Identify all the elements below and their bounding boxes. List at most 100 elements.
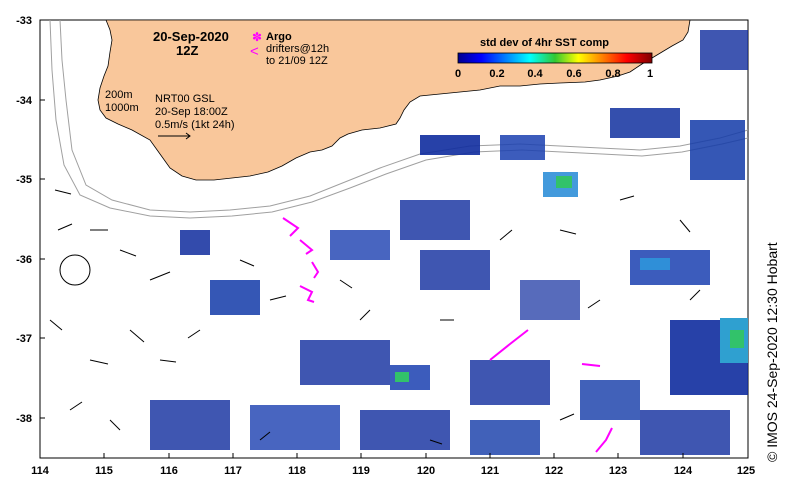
current-arrow	[159, 359, 177, 363]
x-tick-label: 117	[224, 465, 242, 477]
time-title: 12Z	[176, 43, 198, 58]
y-tick-label: -36	[16, 254, 32, 266]
current-vectors	[49, 189, 701, 445]
x-tick-label: 116	[160, 465, 178, 477]
isobath-1000m	[49, 19, 749, 219]
sst-patch	[330, 230, 390, 260]
current-arrow	[49, 319, 63, 331]
x-tick-label: 121	[481, 465, 499, 477]
current-arrow	[619, 195, 635, 201]
sst-patch	[730, 330, 744, 348]
current-arrow	[59, 254, 91, 286]
sst-data-patches	[150, 30, 748, 455]
y-tick-label: -37	[16, 333, 32, 345]
colorbar-tick: 0.6	[566, 68, 581, 80]
drifter-track	[299, 285, 315, 303]
sst-patch	[580, 380, 640, 420]
colorbar-ticks: 0 0.2 0.4 0.6 0.8 1	[455, 68, 653, 80]
sst-patch	[300, 340, 390, 385]
current-arrow	[559, 413, 575, 421]
sst-patch	[640, 410, 730, 455]
drifter-track	[581, 363, 601, 367]
drifter-track	[282, 217, 300, 237]
y-axis: -33 -34 -35 -36 -37 -38	[16, 15, 33, 425]
date-title: 20-Sep-2020	[153, 29, 229, 44]
sst-patch	[360, 410, 450, 450]
x-tick-label: 118	[288, 465, 306, 477]
scale-arrow	[158, 132, 191, 140]
argo-symbol: ✽	[252, 30, 262, 44]
drifter-tracks	[282, 217, 613, 453]
sst-patch	[700, 30, 748, 70]
colorbar-tick: 0	[455, 68, 461, 80]
x-tick-label: 114	[31, 465, 50, 477]
y-tick-label: -35	[16, 174, 32, 186]
sst-patch	[470, 360, 550, 405]
current-arrow	[129, 329, 145, 343]
current-arrow	[239, 259, 255, 267]
current-arrow	[429, 439, 443, 445]
current-arrow	[587, 299, 601, 309]
x-tick-label: 124	[674, 465, 693, 477]
current-arrow	[269, 295, 287, 301]
sst-patch	[610, 108, 680, 138]
current-arrow	[499, 229, 513, 241]
argo-label: Argo	[266, 31, 292, 43]
x-tick-label: 119	[352, 465, 370, 477]
source-line-1: NRT00 GSL	[155, 93, 215, 105]
drifter-track	[299, 239, 314, 255]
current-arrow	[57, 223, 73, 231]
sst-patch	[470, 420, 540, 455]
y-tick-label: -33	[16, 15, 32, 27]
sst-patch	[250, 405, 340, 450]
y-tick-label: -38	[16, 413, 32, 425]
isobath-200m	[59, 19, 749, 213]
current-arrow	[339, 279, 353, 289]
current-arrow	[149, 271, 171, 281]
sst-patch	[210, 280, 260, 315]
current-arrow	[69, 401, 83, 411]
current-arrow	[559, 229, 577, 235]
sst-patch	[420, 135, 480, 155]
drifter-track	[489, 329, 529, 361]
x-ticks	[103, 453, 684, 458]
current-arrow	[689, 289, 701, 301]
x-tick-label: 115	[95, 465, 113, 477]
colorbar-tick: 0.2	[489, 68, 504, 80]
y-ticks	[40, 99, 45, 419]
x-tick-label: 122	[545, 465, 563, 477]
current-arrow	[109, 419, 121, 431]
source-line-3: 0.5m/s (1kt 24h)	[155, 119, 234, 131]
drifters-label-1: drifters@12h	[266, 43, 329, 55]
colorbar-tick: 1	[647, 68, 653, 80]
sst-patch	[520, 280, 580, 320]
isobath-label-200: 200m	[105, 89, 133, 101]
drifter-track	[311, 261, 320, 279]
drifters-label-2: to 21/09 12Z	[266, 55, 328, 67]
sst-patch	[640, 258, 670, 270]
sst-patch	[556, 176, 572, 188]
sst-patch	[180, 230, 210, 255]
current-arrow	[679, 219, 691, 233]
sst-patch	[400, 200, 470, 240]
source-line-2: 20-Sep 18:00Z	[155, 106, 228, 118]
x-tick-label: 125	[737, 465, 755, 477]
colorbar-tick: 0.8	[605, 68, 620, 80]
current-arrow	[187, 329, 201, 339]
credit-text: © IMOS 24-Sep-2020 12:30 Hobart	[764, 242, 780, 462]
y-tick-label: -34	[16, 95, 33, 107]
sst-patch	[150, 400, 230, 450]
current-arrow	[119, 249, 137, 257]
current-arrow	[259, 431, 271, 441]
current-arrow	[359, 309, 371, 321]
sst-patch	[395, 372, 409, 382]
x-axis: 114 115 116 117 118 119 120 121 122 123 …	[31, 465, 755, 477]
drifter-legend-symbol: <	[250, 43, 259, 60]
x-tick-label: 120	[417, 465, 435, 477]
sst-patch	[690, 120, 745, 180]
sst-patch	[420, 250, 490, 290]
x-tick-label: 123	[609, 465, 627, 477]
drifter-track	[595, 427, 613, 453]
colorbar-gradient	[457, 52, 653, 64]
